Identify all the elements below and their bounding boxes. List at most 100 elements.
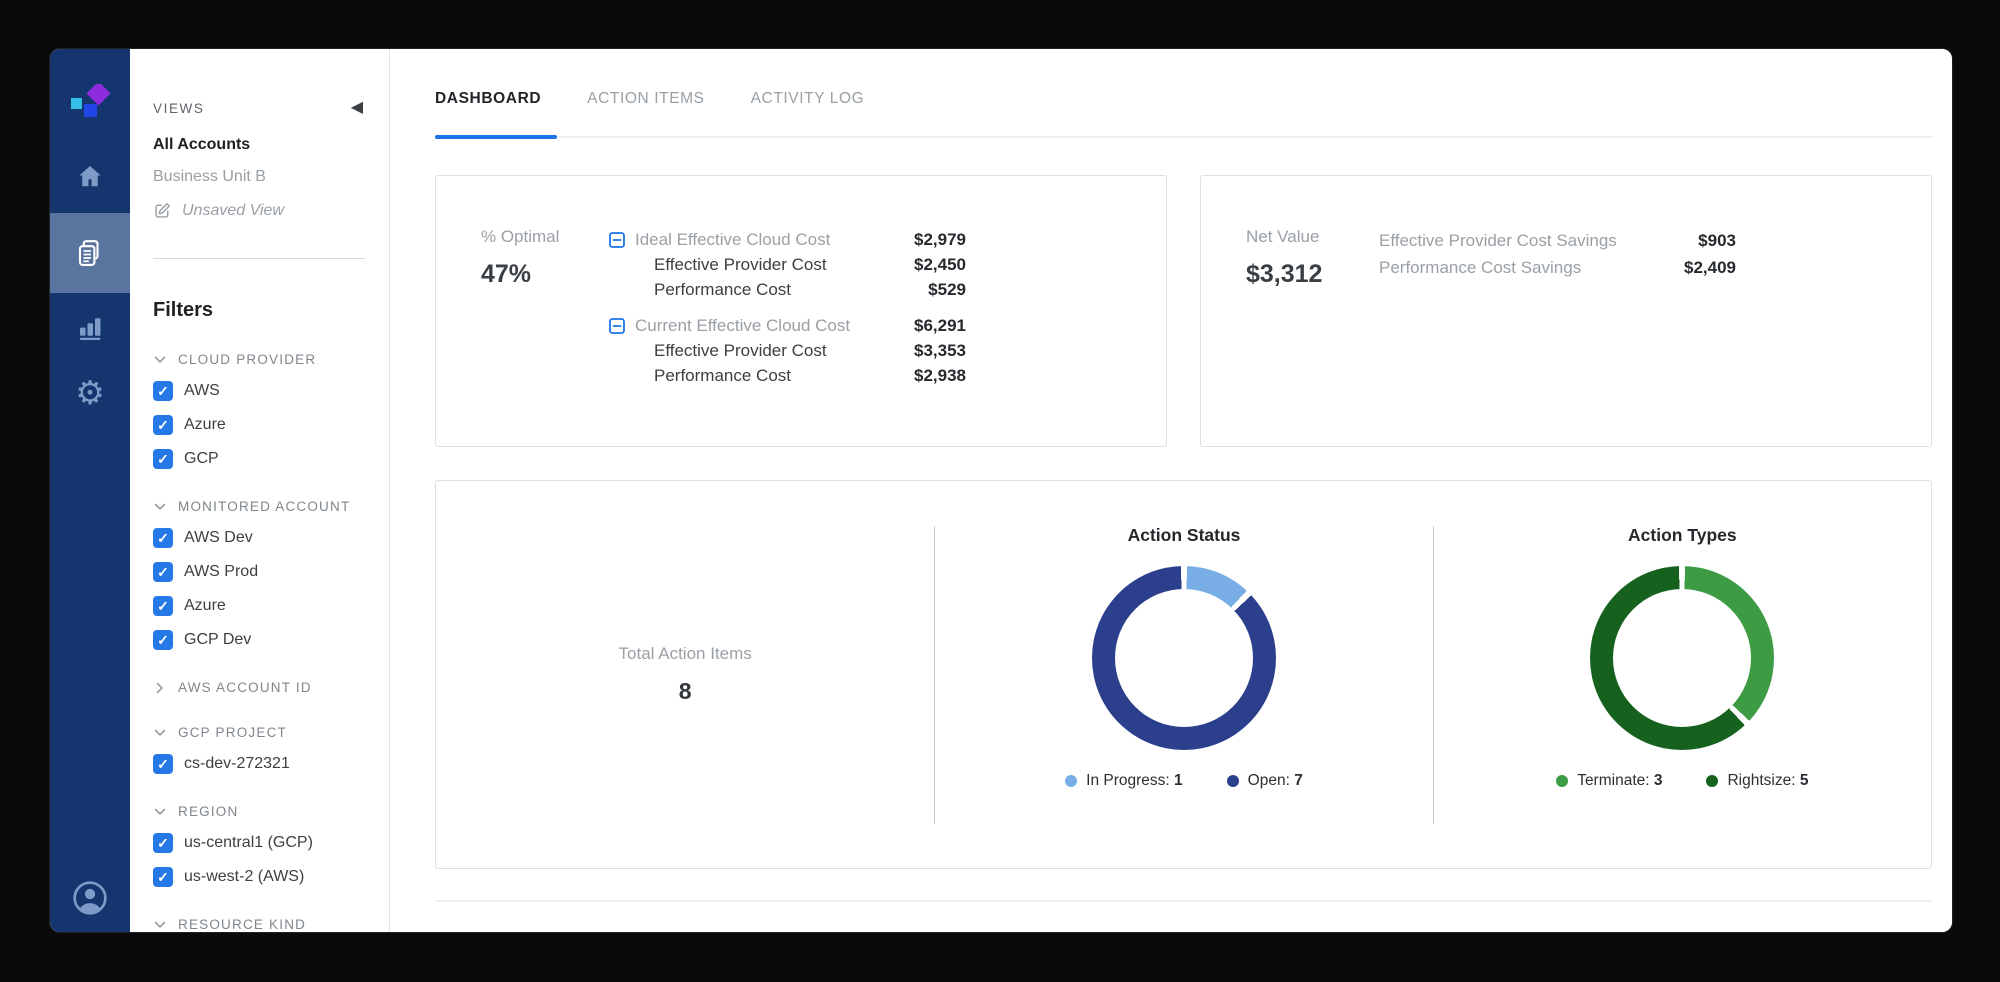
cost-row: Performance Cost $2,938	[609, 363, 966, 388]
filter-group-label: RESOURCE KIND	[178, 917, 307, 932]
legend-label: Rightsize: 5	[1727, 772, 1809, 789]
cost-group-current-effective-cloud-cost: Current Effective Cloud Cost $6,291 Effect…	[609, 313, 966, 388]
views-filters-panel: VIEWS ◀ All Accounts Business Unit B Unsa…	[130, 49, 390, 932]
filter-item-label: AWS Prod	[184, 563, 259, 580]
unsaved-view-item[interactable]: Unsaved View	[153, 201, 369, 220]
legend-dot	[1706, 775, 1719, 787]
filter-item-label: GCP	[184, 450, 219, 467]
chart-title: Action Types	[1628, 525, 1737, 545]
filter-group-label: AWS ACCOUNT ID	[178, 680, 312, 695]
checkbox-aws[interactable]: ✓	[153, 381, 173, 401]
filter-group-header-region[interactable]: REGION	[153, 804, 369, 819]
checkbox-cs-dev-272321[interactable]: ✓	[153, 754, 173, 774]
chart-title: Action Status	[1127, 525, 1241, 545]
tab-action-items[interactable]: ACTION ITEMS	[587, 90, 705, 107]
tabs: DASHBOARD ACTION ITEMS ACTIVITY LOG	[435, 90, 1932, 108]
home-icon	[79, 166, 101, 187]
chevron-down-icon	[154, 356, 166, 363]
chart-column-action-types: Action Types Terminate: 3 Rightsize: 5	[1434, 481, 1931, 868]
filter-group-label: GCP PROJECT	[178, 725, 287, 740]
tab-activity-log[interactable]: ACTIVITY LOG	[750, 90, 865, 107]
legend-label: In Progress: 1	[1086, 772, 1183, 789]
filter-group-header-cloud-provider[interactable]: CLOUD PROVIDER	[153, 352, 369, 367]
legend-item-rightsize: Rightsize: 5	[1706, 772, 1808, 790]
cost-row: Ideal Effective Cloud Cost $2,979	[609, 227, 966, 252]
tabs-underline	[435, 135, 1932, 139]
donut-hole	[1115, 589, 1253, 727]
edit-icon	[155, 203, 170, 218]
optimal-cost-card: % Optimal 47% Ideal Effective Cloud Cost…	[435, 175, 1167, 447]
nav-rail: ⚙	[50, 49, 130, 932]
legend-item-open: Open: 7	[1226, 772, 1303, 790]
sidebar-item-analytics[interactable]	[50, 297, 130, 357]
cost-breakdown: Ideal Effective Cloud Cost $2,979 Effectiv…	[609, 227, 966, 446]
tab-dashboard[interactable]: DASHBOARD	[435, 90, 542, 107]
section-separator	[435, 900, 1932, 902]
checkbox-azure[interactable]: ✓	[153, 596, 173, 616]
filter-item-label: us-central1 (GCP)	[184, 834, 313, 851]
checkbox-gcp[interactable]: ✓	[153, 449, 173, 469]
user-avatar[interactable]	[70, 878, 110, 918]
checkbox-aws-dev[interactable]: ✓	[153, 528, 173, 548]
legend-item-in-progress: In Progress: 1	[1065, 772, 1183, 790]
filter-group-cloud-provider: CLOUD PROVIDER ✓ AWS ✓ Azure ✓ GCP	[153, 352, 369, 469]
cost-group-ideal-effective-cloud-cost: Ideal Effective Cloud Cost $2,979 Effectiv…	[609, 227, 966, 302]
filter-group-resource-kind: RESOURCE KIND	[153, 917, 369, 932]
filter-group-header-monitored-account[interactable]: MONITORED ACCOUNT	[153, 499, 369, 514]
cost-value: $6,291	[914, 315, 966, 335]
filter-item-label: GCP Dev	[184, 631, 252, 648]
sidebar-item-views[interactable]	[50, 213, 130, 293]
filter-item-label: Azure	[184, 597, 226, 614]
app-logo	[50, 75, 130, 139]
filter-item-label: cs-dev-272321	[184, 755, 290, 772]
filter-item-azure: ✓ Azure	[153, 415, 369, 435]
chart-legend: Terminate: 3 Rightsize: 5	[1556, 772, 1808, 790]
filter-group-header-gcp-project[interactable]: GCP PROJECT	[153, 725, 369, 740]
filter-item-aws-prod: ✓ AWS Prod	[153, 562, 369, 582]
filter-group-header-resource-kind[interactable]: RESOURCE KIND	[153, 917, 369, 932]
legend-dot	[1226, 775, 1239, 787]
collapse-minus-icon[interactable]	[609, 231, 625, 248]
panel-divider	[153, 258, 365, 259]
filter-group-monitored-account: MONITORED ACCOUNT ✓ AWS Dev ✓ AWS Prod ✓ Azure…	[153, 499, 369, 650]
filter-item-azure: ✓ Azure	[153, 596, 369, 616]
legend-label: Open: 7	[1247, 772, 1303, 789]
filter-item-cs-dev-272321: ✓ cs-dev-272321	[153, 754, 369, 774]
chart-legend: In Progress: 1 Open: 7	[1065, 772, 1303, 790]
savings-value: $903	[1698, 230, 1736, 250]
savings-label: Performance Cost Savings	[1379, 257, 1582, 277]
donut-chart-action-types	[1590, 566, 1775, 750]
filter-group-gcp-project: GCP PROJECT ✓ cs-dev-272321	[153, 725, 369, 774]
cost-label: Effective Provider Cost	[654, 254, 827, 274]
checkbox-aws-prod[interactable]: ✓	[153, 562, 173, 582]
checkbox-gcp-dev[interactable]: ✓	[153, 630, 173, 650]
collapse-panel-icon[interactable]: ◀	[350, 99, 363, 116]
cost-row: Effective Provider Cost $2,450	[609, 252, 966, 277]
filter-item-label: AWS	[184, 382, 220, 399]
chevron-down-icon	[154, 808, 166, 815]
sidebar-item-home[interactable]	[50, 147, 130, 207]
checkbox-azure[interactable]: ✓	[153, 415, 173, 435]
net-value-card: Net Value $3,312 Effective Provider Cost…	[1200, 175, 1932, 447]
filter-group-region: REGION ✓ us-central1 (GCP) ✓ us-west-2 (AWS)	[153, 804, 369, 887]
checkbox-us-central1-gcp[interactable]: ✓	[153, 833, 173, 853]
cost-label: Ideal Effective Cloud Cost	[635, 229, 831, 249]
chevron-right-icon	[156, 682, 163, 693]
legend-label: Terminate: 3	[1577, 772, 1663, 789]
filter-group-header-aws-account-id[interactable]: AWS ACCOUNT ID	[153, 680, 369, 695]
savings-value: $2,409	[1684, 257, 1736, 277]
savings-breakdown: Effective Provider Cost Savings $903 Perfo…	[1379, 227, 1736, 446]
sidebar-item-settings[interactable]: ⚙	[50, 362, 130, 422]
filter-item-gcp-dev: ✓ GCP Dev	[153, 630, 369, 650]
filter-group-label: CLOUD PROVIDER	[178, 352, 317, 367]
filter-group-label: REGION	[178, 804, 239, 819]
savings-label: Effective Provider Cost Savings	[1379, 230, 1617, 250]
view-item-all-accounts[interactable]: All Accounts	[153, 136, 251, 153]
collapse-minus-icon[interactable]	[609, 317, 625, 334]
checkbox-us-west-2-aws[interactable]: ✓	[153, 867, 173, 887]
net-value-label: Net Value	[1246, 227, 1320, 246]
cost-value: $2,450	[914, 254, 966, 274]
filter-group-label: MONITORED ACCOUNT	[178, 499, 351, 514]
cost-value: $3,353	[914, 340, 966, 360]
view-item-business-unit-b[interactable]: Business Unit B	[153, 168, 266, 185]
